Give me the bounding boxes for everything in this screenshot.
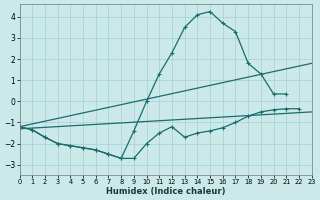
X-axis label: Humidex (Indice chaleur): Humidex (Indice chaleur) (106, 187, 225, 196)
